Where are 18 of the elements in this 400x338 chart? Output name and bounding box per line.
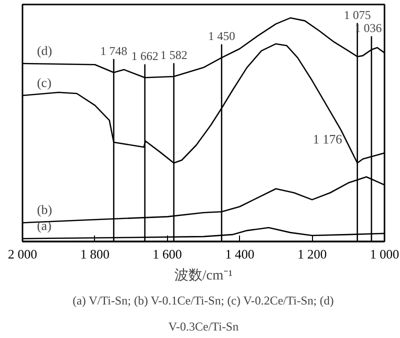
annotation: 1 176: [312, 132, 343, 146]
x-tick-label: 1 800: [80, 246, 110, 262]
ref-line-label: 1 582: [160, 48, 188, 62]
series-label: (d): [36, 42, 52, 58]
ref-line-label: 1 450: [208, 29, 236, 44]
x-tick-label: 2 000: [8, 246, 38, 262]
x-tick-label: 1 400: [225, 246, 254, 262]
x-tick-label: 1 600: [152, 246, 182, 262]
series-label: (c): [36, 74, 52, 90]
series-label: (a): [36, 218, 52, 234]
text: (a) V/Ti-Sn; (b) V-0.1Ce/Ti-Sn; (c) V-0.2Ce/Ti-Sn; (d) V-0.3Ce/Ti-Sn: [72, 294, 334, 334]
ref-line-label: 1 075: [344, 8, 371, 22]
series-label: (b): [36, 202, 52, 218]
ref-line-label: 1 748: [100, 44, 128, 58]
x-tick-label: 1 200: [297, 246, 327, 262]
x-tick-label: 1 000: [370, 246, 400, 262]
ref-line-label: 1 662: [131, 49, 158, 64]
x-axis-title: 波数/cm⁻¹: [174, 268, 233, 284]
